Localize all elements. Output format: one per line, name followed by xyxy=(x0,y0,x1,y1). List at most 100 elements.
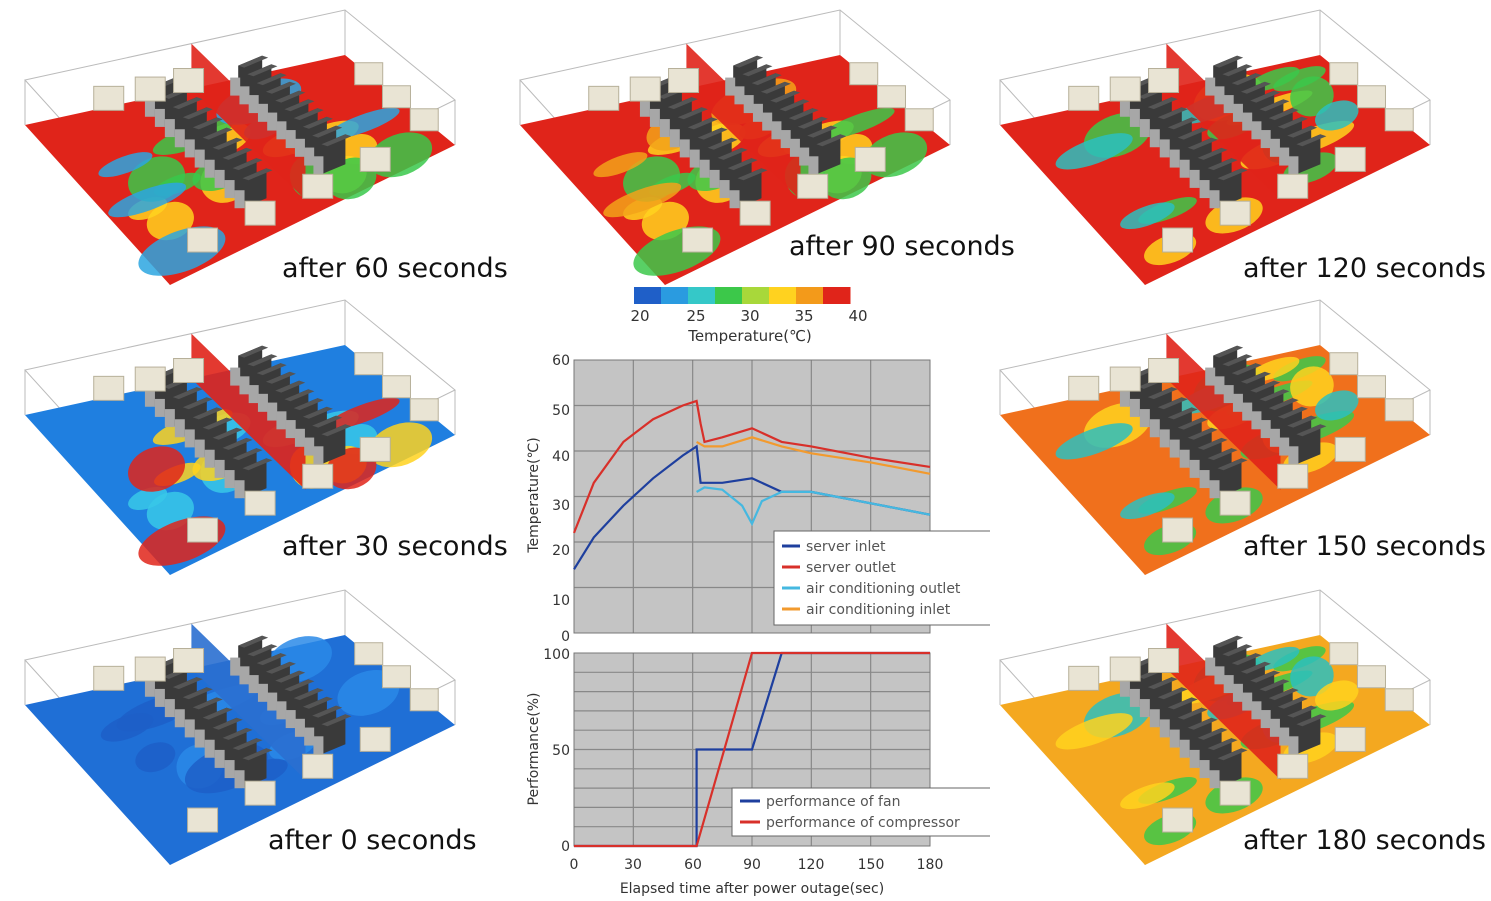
rack-door xyxy=(194,149,205,168)
rack-door xyxy=(214,749,225,768)
air-conditioning-unit xyxy=(1329,642,1359,666)
legend-label-server-outlet: server outlet xyxy=(806,560,896,576)
server-rack-top xyxy=(312,705,343,718)
x-axis-label: Elapsed time after power outage(sec) xyxy=(620,881,884,897)
rack-door xyxy=(689,149,700,168)
colorbar-segment xyxy=(769,287,797,304)
performance-series xyxy=(574,651,930,848)
temperature-legend-box xyxy=(773,530,990,626)
hot-aisle-panel xyxy=(686,43,801,200)
temp-y-tick-60: 60 xyxy=(552,353,570,369)
rack-door xyxy=(285,130,296,149)
server-rack-top xyxy=(284,679,315,692)
rack-door xyxy=(1232,103,1243,122)
air-conditioning-unit xyxy=(668,68,700,93)
rack-door xyxy=(1149,129,1160,148)
air-conditioning-unit xyxy=(1162,227,1194,253)
server-rack-top xyxy=(275,380,306,393)
air-conditioning-unit xyxy=(876,85,906,109)
server-rack-top xyxy=(302,696,333,709)
server-rack-top xyxy=(275,90,306,103)
server-rack-top xyxy=(192,697,223,710)
rack-door xyxy=(729,190,740,209)
colorbar-tick-25: 25 xyxy=(686,307,705,325)
server-rack-top xyxy=(293,398,324,411)
server-rack-top xyxy=(321,134,352,147)
server-rack-top xyxy=(1147,387,1178,400)
series-line-performance-of-compressor xyxy=(574,651,930,848)
perf-y-tick-0: 0 xyxy=(561,839,570,855)
rack-door xyxy=(1288,736,1299,755)
server-rack-top xyxy=(1187,717,1218,730)
rack-door xyxy=(1251,121,1262,140)
room-render-180s xyxy=(999,589,1431,865)
series-line-air-conditioning-inlet xyxy=(696,436,931,475)
rack-door xyxy=(1242,692,1253,711)
panel-label-90s: after 90 seconds xyxy=(789,231,1015,262)
rack-door xyxy=(174,709,185,728)
x-tick-150: 150 xyxy=(858,857,885,873)
temp-y-tick-50: 50 xyxy=(552,403,570,419)
temperature-y-axis-label: Temperature(℃) xyxy=(526,437,542,553)
server-rack-top xyxy=(222,147,253,160)
rack-door xyxy=(1205,367,1216,386)
server-rack-top xyxy=(1217,458,1248,471)
rack-door xyxy=(204,739,215,758)
room-render-90s xyxy=(519,9,951,285)
rack-door xyxy=(276,701,287,720)
rack-door xyxy=(659,119,670,138)
air-conditioning-unit xyxy=(1162,807,1194,833)
rack-door xyxy=(248,675,259,694)
server-rack-top xyxy=(293,688,324,701)
legend-label-server-inlet: server inlet xyxy=(806,539,886,555)
rack-door xyxy=(799,147,810,166)
server-rack-top xyxy=(1259,679,1290,692)
rack-door xyxy=(1214,666,1225,685)
server-rack-top xyxy=(816,134,847,147)
server-rack-top xyxy=(677,107,708,120)
panel-label-150s: after 150 seconds xyxy=(1243,531,1486,562)
series-line-server-outlet xyxy=(572,399,931,534)
air-conditioning-unit xyxy=(244,780,276,806)
server-rack-top xyxy=(1197,727,1228,740)
plot-frame xyxy=(573,359,931,634)
air-conditioning-unit xyxy=(409,398,439,422)
rack-door xyxy=(1288,156,1299,175)
air-conditioning-unit xyxy=(682,227,714,253)
rack-door xyxy=(214,459,225,478)
server-rack-top xyxy=(172,677,203,690)
temperature-patch xyxy=(1273,646,1326,672)
rack-door xyxy=(194,439,205,458)
server-rack-top xyxy=(232,738,263,751)
air-conditioning-unit xyxy=(302,753,334,779)
rack-door xyxy=(248,95,259,114)
rack-door xyxy=(184,719,195,738)
rack-door xyxy=(1260,130,1271,149)
air-conditioning-unit xyxy=(1356,375,1386,399)
rack-door xyxy=(780,130,791,149)
temp-y-tick-20: 20 xyxy=(552,543,570,559)
server-rack-top xyxy=(222,727,253,740)
server-rack-top xyxy=(770,90,801,103)
panel-label-0s: after 0 seconds xyxy=(268,825,477,856)
rack-door xyxy=(1129,688,1140,707)
server-rack-top xyxy=(1240,371,1271,384)
server-rack-top xyxy=(212,427,243,440)
server-rack-top xyxy=(302,406,333,419)
server-rack-top xyxy=(182,687,213,700)
temperature-patch xyxy=(1290,366,1334,407)
air-conditioning-unit xyxy=(1356,665,1386,689)
rack-door xyxy=(1119,98,1130,117)
legend-label-air-conditioning-outlet: air conditioning outlet xyxy=(806,581,961,597)
performance-x-ticks: 0 30 60 90 120 150 180 xyxy=(570,857,944,873)
server-rack-top xyxy=(232,158,263,171)
air-conditioning-unit xyxy=(93,85,125,111)
hot-aisle-panel xyxy=(191,333,306,490)
rack-door xyxy=(649,108,660,127)
rack-door xyxy=(276,121,287,140)
air-conditioning-unit xyxy=(409,688,439,712)
server-rack-top xyxy=(807,125,838,138)
air-conditioning-unit xyxy=(904,108,934,132)
room-render-120s xyxy=(999,9,1431,285)
server-rack-top xyxy=(1207,738,1238,751)
